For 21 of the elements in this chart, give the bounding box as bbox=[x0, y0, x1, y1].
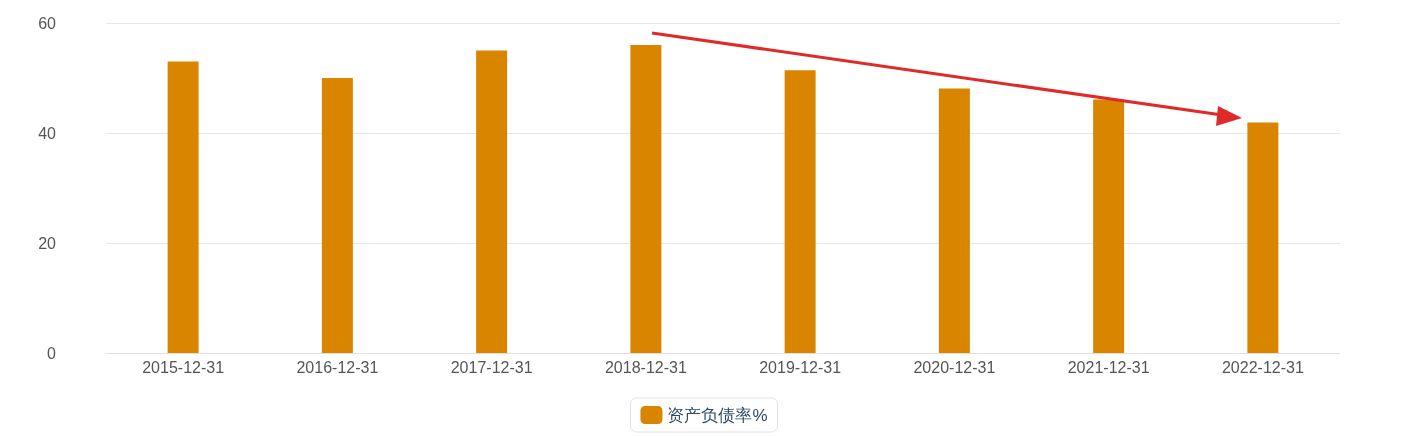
y-tick-label: 0 bbox=[47, 344, 57, 362]
x-tick-label: 2015-12-31 bbox=[142, 358, 225, 376]
bar bbox=[321, 78, 353, 353]
bar bbox=[167, 61, 199, 353]
legend-label: 资产负债率% bbox=[667, 405, 768, 425]
x-tick-label: 2021-12-31 bbox=[1067, 358, 1150, 376]
x-tick-label: 2018-12-31 bbox=[604, 358, 687, 376]
y-tick-label: 40 bbox=[38, 124, 57, 142]
x-tick-label: 2016-12-31 bbox=[296, 358, 379, 376]
bar bbox=[1247, 122, 1279, 353]
bar bbox=[938, 88, 970, 353]
x-tick-label: 2022-12-31 bbox=[1221, 358, 1304, 376]
y-tick-label: 60 bbox=[38, 14, 57, 32]
y-tick-label: 20 bbox=[38, 234, 57, 252]
bar bbox=[630, 45, 662, 353]
x-tick-label: 2017-12-31 bbox=[450, 358, 533, 376]
x-tick-label: 2020-12-31 bbox=[913, 358, 996, 376]
x-tick-label: 2019-12-31 bbox=[759, 358, 842, 376]
bar bbox=[476, 50, 508, 353]
bar bbox=[1093, 99, 1125, 353]
bar bbox=[784, 70, 816, 353]
